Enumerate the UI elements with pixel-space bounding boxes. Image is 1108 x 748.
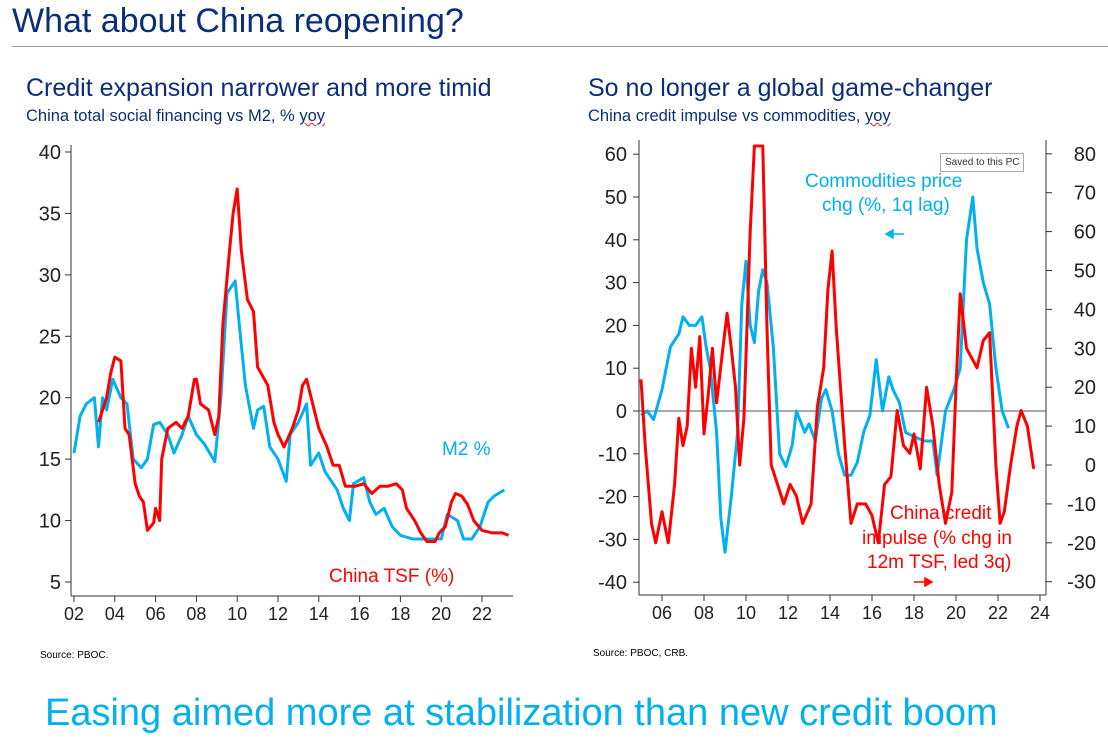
saved-to-pc-badge: Saved to this PC xyxy=(940,153,1025,172)
left-subtitle-yoy: yoy xyxy=(299,107,325,125)
x-tick-label: 06 xyxy=(652,603,672,623)
x-tick-label: 12 xyxy=(268,604,288,624)
right-subtitle-main: China credit impulse vs commodities, xyxy=(588,107,865,125)
x-tick-label: 08 xyxy=(694,603,714,623)
y-tick-label: 25 xyxy=(39,326,61,348)
x-tick-label: 20 xyxy=(431,604,451,624)
m2-legend-label: M2 % xyxy=(442,439,491,460)
right-subtitle-yoy: yoy xyxy=(864,107,891,125)
x-tick-label: 04 xyxy=(105,604,125,624)
x-tick-label: 18 xyxy=(904,603,924,623)
right-chart-title: So no longer a global game-changer xyxy=(588,74,993,102)
right-source: Source: PBOC, CRB. xyxy=(593,648,689,659)
left-y-tick-label: 0 xyxy=(616,401,627,423)
y-tick-label: 35 xyxy=(39,203,61,225)
y-tick-label: 15 xyxy=(39,449,61,471)
slide-title: What about China reopening? xyxy=(12,2,464,40)
credit-impulse-line xyxy=(639,144,1036,545)
left-y-tick-label: 60 xyxy=(605,144,627,166)
commodities-line xyxy=(640,195,1010,554)
x-tick-label: 10 xyxy=(736,603,756,623)
credit-label-3: 12m TSF, led 3q) xyxy=(867,552,1011,573)
right-y-tick-label: 70 xyxy=(1074,183,1096,205)
y-tick-label: 10 xyxy=(39,511,61,533)
x-tick-label: 16 xyxy=(862,603,882,623)
x-tick-label: 06 xyxy=(146,604,166,624)
right-y-tick-label: 30 xyxy=(1074,338,1096,360)
commodities-label-1: Commodities price xyxy=(805,171,962,192)
credit-label-2: impulse (% chg in xyxy=(862,528,1012,549)
right-y-tick-label: 40 xyxy=(1074,299,1096,321)
right-y-tick-label: 10 xyxy=(1074,416,1096,438)
x-tick-label: 14 xyxy=(820,603,840,623)
y-tick-label: 40 xyxy=(39,142,61,164)
x-tick-label: 12 xyxy=(778,603,798,623)
x-tick-label: 22 xyxy=(988,603,1008,623)
x-tick-label: 18 xyxy=(390,604,410,624)
left-chart: 5 10 15 20 25 30 35 40 02 04 06 08 10 12 14 16 18 20 22 M2 … xyxy=(39,142,513,624)
right-y-tick-label: -30 xyxy=(1067,572,1096,594)
y-tick-label: 5 xyxy=(50,572,61,594)
credit-label-1: China credit xyxy=(890,503,992,524)
left-source: Source: PBOC. xyxy=(40,650,109,661)
left-y-tick-label: -30 xyxy=(598,529,627,551)
left-y-tick-label: 50 xyxy=(605,187,627,209)
slide-footer: Easing aimed more at stabilization than … xyxy=(45,692,998,734)
left-y-tick-label: -40 xyxy=(598,572,627,594)
right-y-tick-label: 80 xyxy=(1074,144,1096,166)
x-tick-label: 08 xyxy=(186,604,206,624)
right-y-tick-label: -20 xyxy=(1067,533,1096,555)
x-tick-label: 22 xyxy=(472,604,492,624)
left-y-tick-label: 30 xyxy=(605,273,627,295)
tsf-legend-label: China TSF (%) xyxy=(329,566,454,587)
left-chart-title: Credit expansion narrower and more timid xyxy=(26,74,492,102)
x-tick-label: 16 xyxy=(350,604,370,624)
left-y-tick-label: 20 xyxy=(605,315,627,337)
x-tick-label: 14 xyxy=(309,604,329,624)
right-y-tick-label: 60 xyxy=(1074,222,1096,244)
left-y-tick-label: -10 xyxy=(598,444,627,466)
y-tick-label: 30 xyxy=(39,265,61,287)
title-divider xyxy=(12,46,1108,47)
left-y-tick-label: -20 xyxy=(598,487,627,509)
left-y-tick-label: 40 xyxy=(605,230,627,252)
x-tick-label: 10 xyxy=(227,604,247,624)
m2-line xyxy=(72,279,506,541)
tsf-line xyxy=(97,187,510,543)
left-subtitle-main: China total social financing vs M2, % xyxy=(26,107,300,125)
x-tick-label: 20 xyxy=(946,603,966,623)
left-chart-subtitle: China total social financing vs M2, % yo… xyxy=(26,107,325,126)
right-y-tick-label: -10 xyxy=(1067,494,1096,516)
right-chart-subtitle: China credit impulse vs commodities, yoy xyxy=(588,107,891,126)
right-y-tick-label: 20 xyxy=(1074,377,1096,399)
right-arrow-icon xyxy=(914,576,934,588)
right-y-tick-label: 0 xyxy=(1085,455,1096,477)
right-y-tick-label: 50 xyxy=(1074,261,1096,283)
commodities-label-2: chg (%, 1q lag) xyxy=(822,195,950,216)
right-chart: -40 -30 -20 -10 0 10 20 30 40 50 60 -30 -20 -10 0 10 20 3… xyxy=(598,140,1096,623)
x-tick-label: 02 xyxy=(64,604,84,624)
x-tick-label: 24 xyxy=(1030,603,1050,623)
left-y-tick-label: 10 xyxy=(605,358,627,380)
y-tick-label: 20 xyxy=(39,388,61,410)
left-arrow-icon xyxy=(884,228,904,240)
